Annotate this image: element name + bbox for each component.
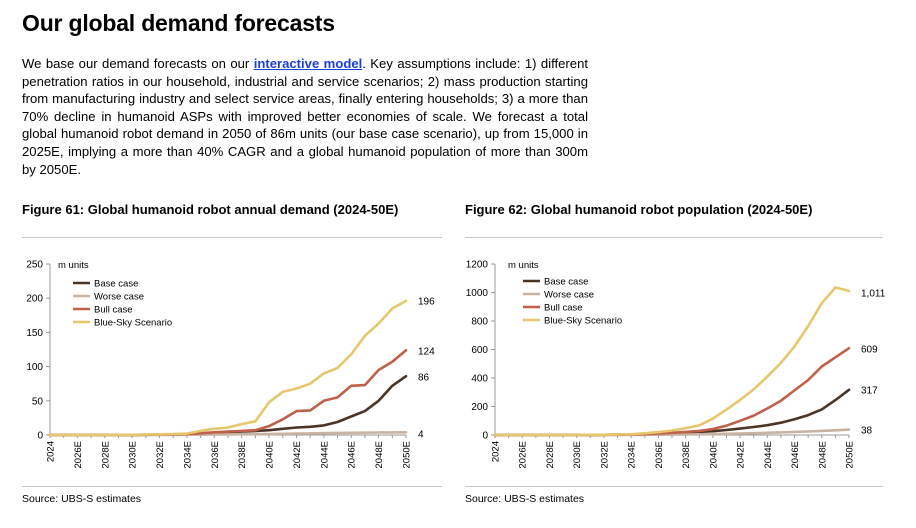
x-tick-label: 2032E — [599, 441, 610, 468]
x-tick-label: 2040E — [265, 441, 276, 468]
intro-text-after: . Key assumptions include: 1) different … — [22, 56, 588, 177]
unit-label: m units — [58, 260, 89, 271]
legend-label-base: Base case — [544, 277, 588, 288]
unit-label: m units — [508, 260, 539, 271]
y-tick-label: 200 — [26, 294, 43, 305]
intro-text-before: We base our demand forecasts on our — [22, 56, 254, 71]
x-tick-label: 2050E — [845, 441, 856, 468]
x-tick-label: 2032E — [155, 441, 166, 468]
legend-label-worse: Worse case — [94, 292, 144, 303]
y-tick-label: 800 — [471, 317, 488, 328]
legend-label-bull: Bull case — [94, 305, 133, 316]
x-tick-label: 2036E — [654, 441, 665, 468]
y-tick-label: 250 — [26, 260, 43, 271]
interactive-model-link[interactable]: interactive model — [253, 56, 363, 71]
intro-paragraph: We base our demand forecasts on our inte… — [22, 55, 588, 178]
legend-label-worse: Worse case — [544, 290, 594, 301]
x-tick-label: 2038E — [237, 441, 248, 468]
figure-61-title: Figure 61: Global humanoid robot annual … — [22, 202, 399, 217]
x-tick-label: 2030E — [128, 441, 139, 468]
y-tick-label: 50 — [32, 396, 44, 407]
legend-label-base: Base case — [94, 279, 138, 290]
y-tick-label: 1000 — [466, 288, 489, 299]
end-value-label-worse: 38 — [861, 426, 873, 437]
x-tick-label: 2026E — [73, 441, 84, 468]
series-line-base — [493, 388, 851, 437]
x-tick-label: 2034E — [627, 441, 638, 468]
y-tick-label: 1200 — [466, 260, 489, 271]
y-tick-label: 200 — [471, 402, 488, 413]
figure-62-title: Figure 62: Global humanoid robot populat… — [465, 202, 813, 217]
series-line-bull — [493, 346, 851, 437]
x-tick-label: 2048E — [374, 441, 385, 468]
end-value-label-worse: 4 — [418, 430, 424, 441]
y-tick-label: 600 — [471, 345, 488, 356]
x-tick-label: 2050E — [402, 441, 413, 468]
x-tick-label: 2042E — [736, 441, 747, 468]
figure-62-top-rule — [465, 237, 883, 238]
legend-label-bull: Bull case — [544, 303, 583, 314]
y-tick-label: 400 — [471, 374, 488, 385]
figure-61-top-rule — [22, 237, 442, 238]
x-tick-label: 2036E — [210, 441, 221, 468]
x-tick-label: 2042E — [292, 441, 303, 468]
figure-62-source: Source: UBS-S estimates — [465, 493, 585, 505]
y-tick-label: 100 — [26, 362, 43, 373]
figure-61-source: Source: UBS-S estimates — [22, 493, 142, 505]
x-tick-label: 2030E — [572, 441, 583, 468]
legend-label-bluesky: Blue-Sky Scenario — [544, 316, 622, 327]
x-tick-label: 2028E — [545, 441, 556, 468]
x-tick-label: 2044E — [763, 441, 774, 468]
end-value-label-bull: 609 — [861, 345, 878, 356]
series-line-bluesky — [493, 286, 851, 437]
end-value-label-bluesky: 1,011 — [861, 289, 886, 300]
y-tick-label: 0 — [37, 431, 43, 442]
legend-label-bluesky: Blue-Sky Scenario — [94, 318, 172, 329]
x-tick-label: 2034E — [182, 441, 193, 468]
end-value-label-bull: 124 — [418, 347, 435, 358]
series-line-bluesky — [48, 299, 408, 437]
x-tick-label: 2044E — [319, 441, 330, 468]
x-tick-label: 2024 — [46, 441, 57, 462]
figure-62-bottom-rule — [465, 486, 883, 487]
end-value-label-base: 86 — [418, 373, 430, 384]
end-value-label-bluesky: 196 — [418, 297, 435, 308]
x-tick-label: 2046E — [347, 441, 358, 468]
x-tick-label: 2048E — [817, 441, 828, 468]
x-tick-label: 2038E — [681, 441, 692, 468]
x-tick-label: 2046E — [790, 441, 801, 468]
y-tick-label: 0 — [482, 431, 488, 442]
x-tick-label: 2028E — [100, 441, 111, 468]
x-tick-label: 2026E — [518, 441, 529, 468]
figure-61-bottom-rule — [22, 486, 442, 487]
page-title: Our global demand forecasts — [22, 10, 335, 36]
y-tick-label: 150 — [26, 328, 43, 339]
x-tick-label: 2040E — [708, 441, 719, 468]
x-tick-label: 2024 — [491, 441, 502, 462]
end-value-label-base: 317 — [861, 386, 878, 397]
